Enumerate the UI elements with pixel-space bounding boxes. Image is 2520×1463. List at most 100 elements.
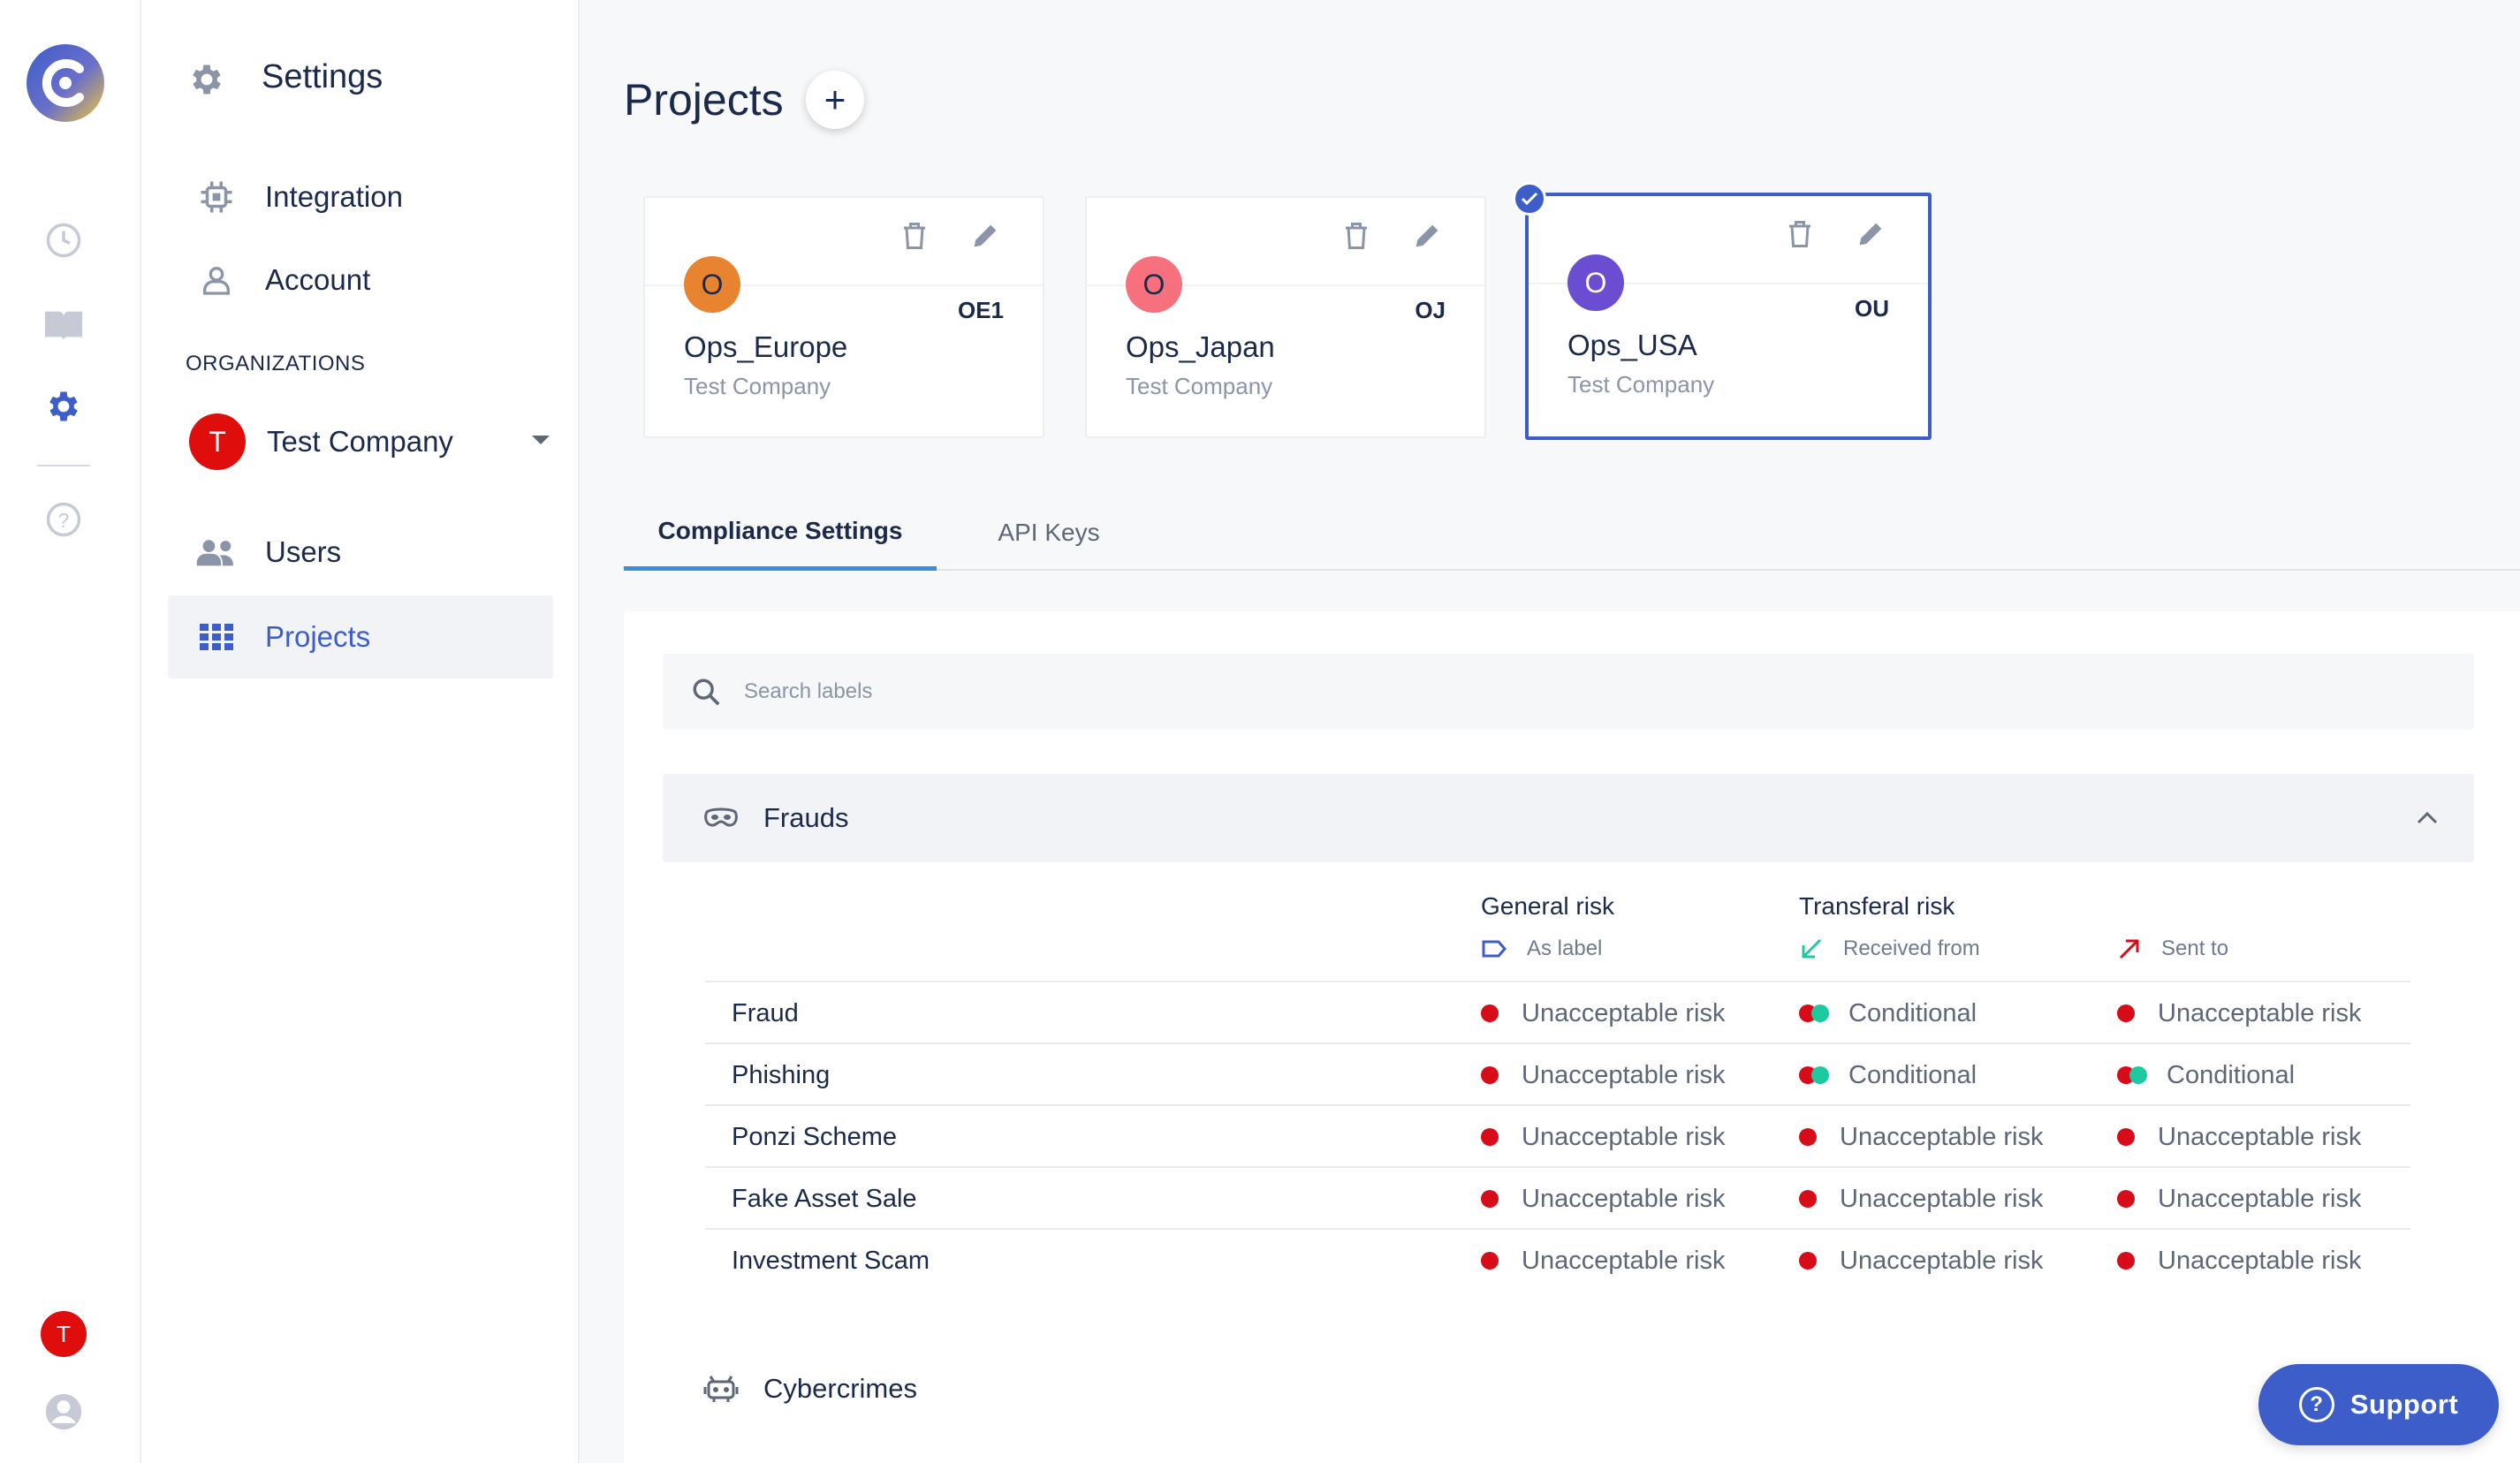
help-icon[interactable]: ? xyxy=(39,495,88,544)
project-name: Ops_Japan xyxy=(1126,330,1275,363)
rule-name: Phishing xyxy=(732,1060,831,1089)
project-card-japan[interactable]: O OJ Ops_Japan Test Company xyxy=(1085,196,1486,438)
tab-api-keys[interactable]: API Keys xyxy=(998,519,1100,546)
project-company: Test Company xyxy=(684,373,831,399)
general-risk-cell[interactable]: Unacceptable risk xyxy=(1481,1044,1726,1106)
risk-value: Conditional xyxy=(1848,998,1977,1027)
general-risk-header: General risk xyxy=(1481,892,1614,920)
risk-value: Unacceptable risk xyxy=(1840,1184,2044,1213)
dropdown-arrow-icon[interactable] xyxy=(530,434,551,451)
rule-name: Investment Scam xyxy=(732,1246,930,1275)
sidebar-item-users[interactable]: Users xyxy=(168,511,553,594)
received-risk-cell[interactable]: Conditional xyxy=(1799,982,1977,1044)
risk-value: Unacceptable risk xyxy=(1522,1184,1726,1213)
robot-icon xyxy=(703,1375,739,1403)
received-risk-cell[interactable]: Conditional xyxy=(1799,1044,1977,1106)
table-row[interactable]: Fake Asset Sale Unacceptable risk Unacce… xyxy=(705,1166,2410,1228)
add-project-button[interactable]: + xyxy=(806,71,864,129)
account-circle-icon[interactable] xyxy=(39,1387,88,1436)
received-risk-cell[interactable]: Unacceptable risk xyxy=(1799,1106,2044,1168)
risk-value: Unacceptable risk xyxy=(1522,1122,1726,1151)
rule-name: Fake Asset Sale xyxy=(732,1184,917,1213)
table-row[interactable]: Investment Scam Unacceptable risk Unacce… xyxy=(705,1228,2410,1290)
pencil-icon[interactable] xyxy=(970,221,1000,255)
user-avatar[interactable]: T xyxy=(39,1309,88,1359)
sent-risk-cell[interactable]: Conditional xyxy=(2117,1044,2295,1106)
org-selector[interactable]: T Test Company xyxy=(189,408,551,475)
conditional-status-dot xyxy=(1799,1066,1829,1084)
support-button[interactable]: ? Support xyxy=(2258,1364,2499,1445)
general-risk-cell[interactable]: Unacceptable risk xyxy=(1481,982,1726,1044)
general-risk-cell[interactable]: Unacceptable risk xyxy=(1481,1168,1726,1230)
category-frauds-header[interactable]: Frauds xyxy=(663,774,2474,862)
support-label: Support xyxy=(2349,1389,2459,1420)
settings-gear-icon[interactable] xyxy=(39,382,88,431)
trash-icon[interactable] xyxy=(1787,219,1813,254)
tab-bar: Compliance Settings API Keys xyxy=(624,495,2520,571)
search-icon xyxy=(691,677,721,707)
risk-value: Unacceptable risk xyxy=(1840,1246,2044,1275)
user-initial: T xyxy=(41,1311,87,1357)
selected-check-icon xyxy=(1513,182,1546,216)
risk-value: Unacceptable risk xyxy=(1840,1122,2044,1151)
sent-risk-cell[interactable]: Unacceptable risk xyxy=(2117,1230,2362,1292)
transferal-risk-header: Transferal risk xyxy=(1799,892,1955,920)
project-card-europe[interactable]: O OE1 Ops_Europe Test Company xyxy=(643,196,1044,438)
sidebar-item-label: Projects xyxy=(265,620,371,653)
sidebar-item-integration[interactable]: Integration xyxy=(168,155,553,239)
red-status-dot xyxy=(1481,1066,1499,1084)
project-code: OJ xyxy=(1415,297,1446,323)
page-title: Projects xyxy=(624,75,784,125)
table-row[interactable]: Fraud Unacceptable risk Conditional Unac… xyxy=(705,981,2410,1042)
sent-risk-cell[interactable]: Unacceptable risk xyxy=(2117,1168,2362,1230)
category-cybercrimes-header[interactable]: Cybercrimes xyxy=(663,1362,917,1415)
app-logo-icon[interactable] xyxy=(23,41,108,125)
pencil-icon[interactable] xyxy=(1412,221,1442,255)
risk-value: Unacceptable risk xyxy=(2158,1122,2362,1151)
organizations-label: ORGANIZATIONS xyxy=(186,352,366,375)
org-avatar: T xyxy=(189,413,246,470)
sent-risk-cell[interactable]: Unacceptable risk xyxy=(2117,1106,2362,1168)
received-risk-cell[interactable]: Unacceptable risk xyxy=(1799,1230,2044,1292)
book-icon[interactable] xyxy=(39,300,88,350)
risk-value: Conditional xyxy=(2167,1060,2296,1089)
conditional-status-dot xyxy=(2117,1066,2147,1084)
project-card-usa[interactable]: O OU Ops_USA Test Company xyxy=(1525,193,1932,440)
search-input[interactable] xyxy=(742,678,2333,705)
red-status-dot xyxy=(1481,1252,1499,1270)
sidebar-item-account[interactable]: Account xyxy=(168,239,553,322)
tab-compliance-settings[interactable]: Compliance Settings xyxy=(624,495,937,571)
sent-risk-cell[interactable]: Unacceptable risk xyxy=(2117,982,2362,1044)
trash-icon[interactable] xyxy=(1343,221,1370,255)
risk-value: Unacceptable risk xyxy=(1522,1246,1726,1275)
users-icon xyxy=(168,537,265,567)
chevron-up-icon[interactable] xyxy=(2416,811,2439,825)
history-icon[interactable] xyxy=(39,216,88,265)
risk-value: Unacceptable risk xyxy=(2158,1184,2362,1213)
general-risk-cell[interactable]: Unacceptable risk xyxy=(1481,1230,1726,1292)
table-row[interactable]: Ponzi Scheme Unacceptable risk Unaccepta… xyxy=(705,1104,2410,1166)
search-bar[interactable] xyxy=(663,654,2474,730)
pencil-icon[interactable] xyxy=(1856,219,1886,254)
project-avatar: O xyxy=(1567,254,1624,311)
svg-text:?: ? xyxy=(58,509,70,532)
as-label-subheader: As label xyxy=(1481,936,1602,961)
red-status-dot xyxy=(2117,1252,2135,1270)
red-status-dot xyxy=(2117,1128,2135,1146)
trash-icon[interactable] xyxy=(901,221,928,255)
settings-sidebar: Settings Integration Account ORGANIZATIO… xyxy=(141,0,580,1463)
sidebar-item-label: Account xyxy=(265,263,371,296)
card-divider xyxy=(1087,284,1484,286)
table-row[interactable]: Phishing Unacceptable risk Conditional C… xyxy=(705,1042,2410,1104)
received-from-text: Received from xyxy=(1843,936,1980,960)
sidebar-item-projects[interactable]: Projects xyxy=(168,595,553,678)
icon-rail: ? T xyxy=(0,0,141,1463)
red-status-dot xyxy=(1481,1190,1499,1208)
label-tag-icon xyxy=(1482,940,1507,958)
general-risk-cell[interactable]: Unacceptable risk xyxy=(1481,1106,1726,1168)
arrow-up-right-icon xyxy=(2119,939,2139,959)
received-risk-cell[interactable]: Unacceptable risk xyxy=(1799,1168,2044,1230)
project-company: Test Company xyxy=(1567,371,1715,398)
received-from-subheader: Received from xyxy=(1799,936,1980,961)
risk-value: Conditional xyxy=(1848,1060,1977,1089)
